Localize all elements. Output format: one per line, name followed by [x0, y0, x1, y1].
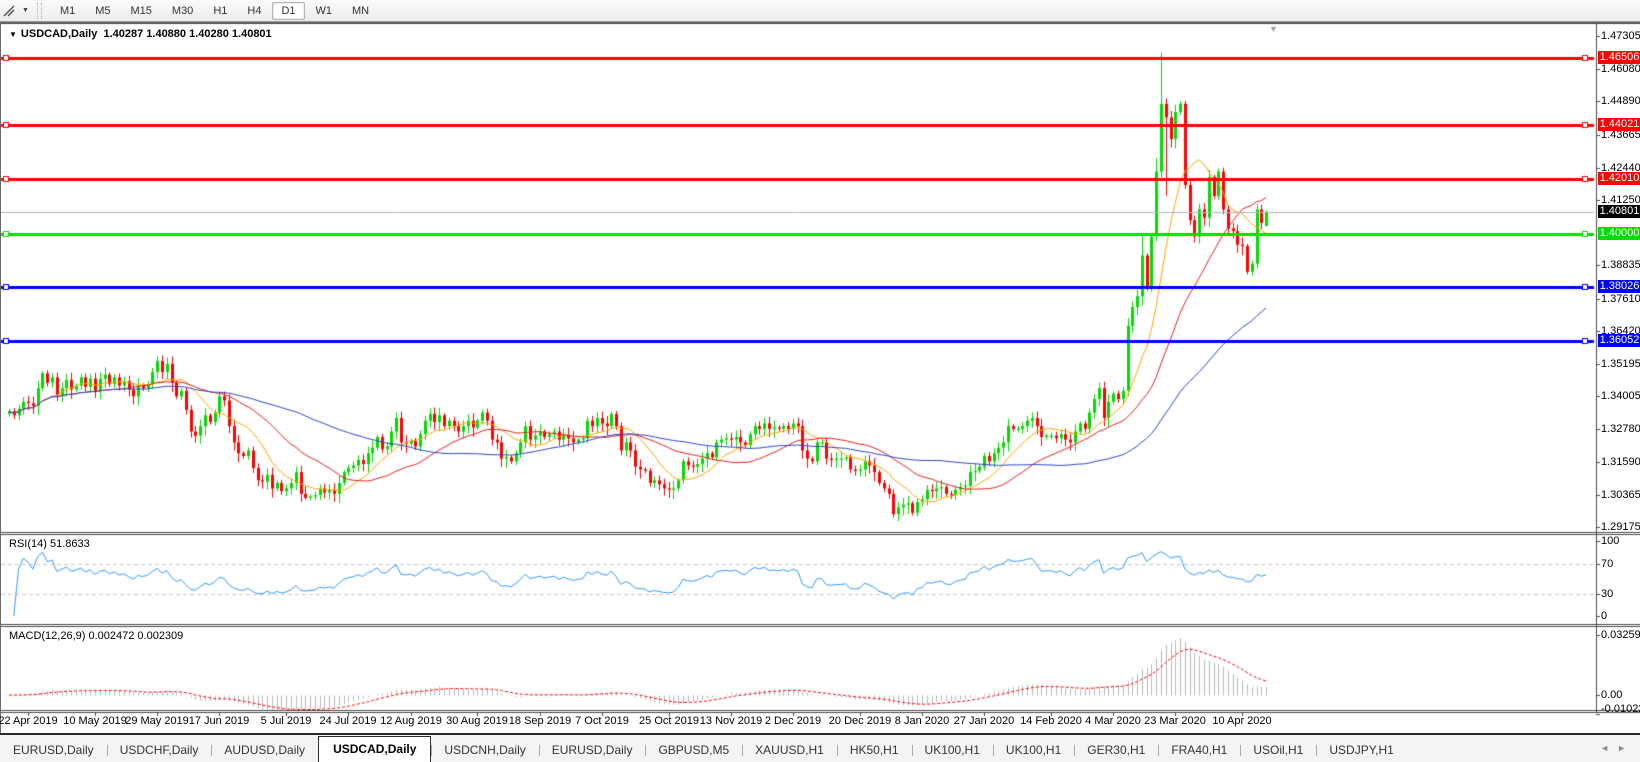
price-scale-label: 1.46080 [1601, 63, 1640, 75]
date-axis-label: 8 Jan 2020 [894, 715, 950, 727]
rsi-scale-label: 70 [1601, 558, 1614, 570]
timeframe-button-h4[interactable]: H4 [247, 4, 262, 17]
chart-tab-gbpusd-m5[interactable]: GBPUSD,M5 [645, 739, 742, 762]
date-axis-label: 29 May 2019 [125, 715, 189, 727]
macd-scale-label: 0.032595 [1601, 629, 1640, 641]
chart-tab-usdcad-daily[interactable]: USDCAD,Daily [318, 736, 432, 762]
hline-price-tag: 1.40000 [1598, 227, 1640, 240]
date-axis-label: 4 Mar 2020 [1085, 715, 1141, 727]
date-axis-label: 23 Mar 2020 [1144, 715, 1206, 727]
price-scale-label: 1.44890 [1601, 95, 1640, 107]
timeframe-button-group: M1 M5 M15 M30 H1 H4 D1 W1 MN [50, 1, 379, 20]
price-scale-label: 1.42440 [1601, 162, 1640, 174]
cursor-crosshair-icon[interactable] [1, 3, 21, 19]
chart-tab-fra40-h1[interactable]: FRA40,H1 [1158, 739, 1240, 762]
hline-price-tag: 1.38026 [1598, 280, 1640, 293]
price-scale-label: 1.47305 [1601, 30, 1640, 42]
date-axis-label: 14 Feb 2020 [1020, 715, 1082, 727]
price-scale-label: 1.29175 [1601, 521, 1640, 533]
timeframe-button-m30[interactable]: M30 [171, 4, 194, 17]
timeframe-button-m1[interactable]: M1 [59, 4, 76, 17]
date-axis-label: 27 Jan 2020 [953, 715, 1015, 727]
chart-tab-eurusd-daily[interactable]: EURUSD,Daily [13, 743, 94, 757]
tab-scroll-left-icon: ◄ [1600, 743, 1618, 753]
date-axis-label: 25 Oct 2019 [639, 715, 699, 727]
price-scale-label: 1.35195 [1601, 358, 1640, 370]
date-axis-label: 7 Oct 2019 [575, 715, 629, 727]
tab-scroll-arrows[interactable]: ◄► [1600, 743, 1634, 753]
timeframe-button-d1[interactable]: D1 [272, 1, 305, 20]
chart-tab-ger30-h1[interactable]: GER30,H1 [1074, 739, 1158, 762]
date-axis-label: 10 Apr 2020 [1212, 715, 1272, 727]
price-scale-label: 1.43665 [1601, 129, 1640, 141]
date-axis-label: 30 Aug 2019 [446, 715, 508, 727]
symbol-dropdown-icon[interactable]: ▼ [9, 30, 17, 39]
chart-shift-marker-icon[interactable]: ▼ [1269, 24, 1278, 34]
chart-canvas[interactable] [1, 23, 1640, 734]
rsi-scale-label: 100 [1601, 535, 1620, 547]
chart-symbol-period: USDCAD,Daily [20, 28, 98, 40]
timeframe-button-w1[interactable]: W1 [315, 4, 333, 17]
timeframe-button-mn[interactable]: MN [352, 4, 370, 17]
date-axis-label: 22 Apr 2019 [0, 715, 58, 727]
chart-tab-uk100-h1[interactable]: UK100,H1 [911, 739, 993, 762]
price-scale-label: 1.37610 [1601, 293, 1640, 305]
date-axis-label: 17 Jun 2019 [188, 715, 250, 727]
date-axis-label: 10 May 2019 [63, 715, 127, 727]
hline-price-tag: 1.36052 [1598, 334, 1640, 347]
rsi-indicator-label: RSI(14) 51.8633 [9, 538, 90, 550]
macd-scale-label: 0.00 [1601, 689, 1623, 701]
tab-scroll-right-icon: ► [1617, 743, 1634, 753]
current-price-tag: 1.40801 [1598, 205, 1640, 218]
chart-tab-audusd-daily[interactable]: AUDUSD,Daily [211, 739, 318, 762]
macd-scale-label: -0.010227 [1601, 703, 1640, 715]
price-scale-label: 1.41250 [1601, 194, 1640, 206]
rsi-scale-label: 0 [1601, 610, 1608, 622]
price-scale-label: 1.30365 [1601, 489, 1640, 501]
date-axis-label: 5 Jul 2019 [260, 715, 312, 727]
timeframe-button-h1[interactable]: H1 [213, 4, 228, 17]
rsi-scale-label: 30 [1601, 588, 1614, 600]
chevron-down-icon[interactable]: ▼ [22, 7, 29, 14]
chart-tabs: EURUSD,Daily USDCHF,Daily AUDUSD,Daily USDC… [0, 736, 1407, 762]
price-scale-label: 1.38835 [1601, 259, 1640, 271]
date-axis-label: 18 Sep 2019 [508, 715, 572, 727]
chart-tab-usdjpy-h1[interactable]: USDJPY,H1 [1316, 739, 1406, 762]
top-toolbar: ▼ M1 M5 M15 M30 H1 H4 D1 W1 MN [0, 0, 1640, 22]
price-scale-label: 1.34005 [1601, 390, 1640, 402]
chart-title: ▼ USDCAD,Daily 1.40287 1.40880 1.40280 1.… [9, 28, 272, 40]
chart-ohlc-values: 1.40287 1.40880 1.40280 1.40801 [103, 28, 272, 40]
chart-tab-usoil-h1[interactable]: USOil,H1 [1240, 739, 1316, 762]
date-axis-label: 24 Jul 2019 [319, 715, 377, 727]
date-axis-label: 13 Nov 2019 [699, 715, 763, 727]
chart-tab-usdchf-daily[interactable]: USDCHF,Daily [106, 739, 212, 762]
chart-tab-xauusd-h1[interactable]: XAUUSD,H1 [742, 739, 837, 762]
timeframe-button-m5[interactable]: M5 [95, 4, 111, 17]
chart-tab-usdcnh-daily[interactable]: USDCNH,Daily [431, 739, 538, 762]
toolbar-grip [36, 2, 42, 19]
chart-tab-hk50-h1[interactable]: HK50,H1 [836, 739, 912, 762]
price-scale-label: 1.32780 [1601, 423, 1640, 435]
price-scale-label: 1.31590 [1601, 456, 1640, 468]
chart-window: ▼ USDCAD,Daily 1.40287 1.40880 1.40280 1.… [0, 22, 1640, 734]
hline-price-tag: 1.46506 [1598, 51, 1640, 64]
timeframe-button-m15[interactable]: M15 [130, 4, 152, 17]
hline-price-tag: 1.42010 [1598, 172, 1640, 185]
chart-tab-uk100-h1[interactable]: UK100,H1 [992, 739, 1074, 762]
date-axis-label: 2 Dec 2019 [764, 715, 822, 727]
hline-price-tag: 1.44021 [1598, 118, 1640, 131]
date-axis-label: 20 Dec 2019 [828, 715, 892, 727]
date-axis-label: 12 Aug 2019 [380, 715, 442, 727]
chart-tab-eurusd-daily[interactable]: EURUSD,Daily [538, 739, 646, 762]
macd-indicator-label: MACD(12,26,9) 0.002472 0.002309 [9, 630, 184, 642]
chart-tab-bar: EURUSD,Daily USDCHF,Daily AUDUSD,Daily USDC… [0, 733, 1640, 762]
